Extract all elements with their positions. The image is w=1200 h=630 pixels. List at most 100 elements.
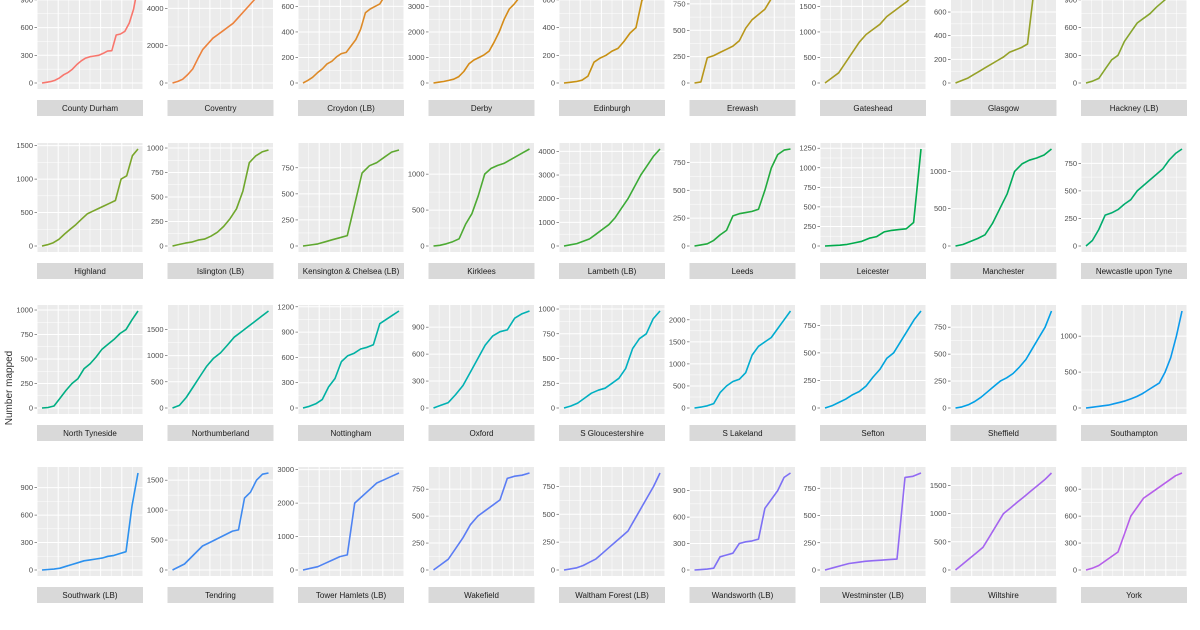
facet-strip-label: Wakefield xyxy=(464,591,499,600)
facet-panel: 0 300 600 900 York xyxy=(1064,467,1188,603)
facet-strip xyxy=(167,587,274,603)
y-tick-label: 600 xyxy=(542,0,555,4)
series-line xyxy=(954,472,1053,571)
facet-strip-label: North Tyneside xyxy=(63,429,117,438)
facet-strip-label: York xyxy=(1126,591,1143,600)
y-tick-label: 0 xyxy=(942,566,946,575)
y-tick-label: 0 xyxy=(159,404,163,413)
facet-strip xyxy=(559,587,665,603)
facet-strip xyxy=(559,100,665,116)
series-line xyxy=(41,310,139,409)
y-tick-label: 300 xyxy=(673,539,686,548)
y-tick-label: 2000 xyxy=(669,315,686,324)
y-tick-label: 750 xyxy=(803,321,816,330)
y-tick-label: 2000 xyxy=(538,194,555,203)
facet-strip-label: Kensington & Chelsea (LB) xyxy=(303,267,400,276)
facet-strip-label: Derby xyxy=(471,104,492,113)
series-line xyxy=(41,148,139,247)
y-tick-label: 400 xyxy=(934,31,947,40)
y-tick-label: 4000 xyxy=(538,147,555,156)
y-tick-label: 0 xyxy=(159,566,163,575)
facet-strip-label: Leeds xyxy=(732,267,754,276)
y-tick-label: 1250 xyxy=(799,144,816,153)
y-tick-label: 250 xyxy=(673,214,686,223)
y-tick-label: 1000 xyxy=(538,305,555,314)
series-line xyxy=(955,148,1053,247)
y-tick-label: 900 xyxy=(1064,485,1077,494)
facet-strip-label: Leicester xyxy=(857,267,890,276)
y-tick-label: 750 xyxy=(542,482,555,491)
y-tick-label: 0 xyxy=(551,242,555,251)
y-tick-label: 500 xyxy=(673,186,686,195)
y-tick-label: 300 xyxy=(20,51,33,60)
facet-strip-label: Sheffield xyxy=(988,429,1019,438)
facet-strip-label: Hackney (LB) xyxy=(1110,104,1159,113)
y-tick-label: 1000 xyxy=(147,144,164,153)
series-line xyxy=(1085,310,1183,409)
series-line xyxy=(433,310,530,409)
facet-strip xyxy=(1081,587,1187,603)
y-tick-label: 900 xyxy=(1064,0,1077,4)
facet-panel: 0 500 1000 1500 Northumberland xyxy=(147,305,274,441)
facet-panel: 0 250 500 750 Erewash xyxy=(673,0,796,116)
facet-strip xyxy=(1081,100,1187,116)
facet-strip xyxy=(689,100,796,116)
facet-strip xyxy=(689,263,796,279)
facet-strip xyxy=(167,100,274,116)
facet-strip-label: Waltham Forest (LB) xyxy=(575,591,649,600)
facet-panel: 0 500 1000 1500 Gateshead xyxy=(799,0,927,116)
facet-strip-label: Southampton xyxy=(1110,429,1158,438)
facet-strip xyxy=(167,425,274,441)
y-tick-label: 500 xyxy=(673,26,686,35)
y-tick-label: 2000 xyxy=(147,41,164,50)
series-line xyxy=(694,310,792,409)
y-tick-label: 500 xyxy=(542,354,555,363)
facet-panel: 0 2000 4000 Coventry xyxy=(147,0,274,116)
y-tick-label: 500 xyxy=(542,510,555,519)
y-tick-label: 500 xyxy=(934,204,947,213)
facet-strip xyxy=(428,263,535,279)
y-tick-label: 250 xyxy=(803,376,816,385)
facet-panel: 0 1000 2000 3000 Tower Hamlets (LB) xyxy=(277,465,405,603)
facet-strip xyxy=(559,425,665,441)
series-line xyxy=(302,0,384,84)
y-tick-label: 600 xyxy=(673,513,686,522)
y-tick-label: 1000 xyxy=(1060,332,1077,341)
y-tick-label: 600 xyxy=(412,350,425,359)
y-tick-label: 0 xyxy=(420,404,424,413)
facet-panel: 0 300 600 900 Oxford xyxy=(412,305,535,441)
facet-strip-label: County Durham xyxy=(62,104,118,113)
facet-strip xyxy=(37,263,143,279)
y-tick-label: 250 xyxy=(542,379,555,388)
y-tick-label: 200 xyxy=(542,51,555,60)
series-line xyxy=(824,310,922,409)
facet-strip xyxy=(1081,263,1187,279)
y-tick-label: 2000 xyxy=(408,27,425,36)
y-tick-label: 1000 xyxy=(147,351,164,360)
y-tick-label: 1000 xyxy=(147,506,164,515)
y-tick-label: 250 xyxy=(1064,214,1077,223)
facet-strip xyxy=(820,100,926,116)
facet-panel: 0 250 500 750 1000 North Tyneside xyxy=(16,305,144,441)
y-tick-label: 0 xyxy=(942,404,946,413)
y-tick-label: 750 xyxy=(151,168,164,177)
y-tick-label: 600 xyxy=(281,353,294,362)
facet-panel: 0 500 1000 Manchester xyxy=(930,143,1057,279)
facet-strip-label: S Gloucestershire xyxy=(580,429,644,438)
facet-panels: 0 300 600 900 County Durham 020004000Coventry… xyxy=(16,0,1188,603)
facet-panel: 0 250 500 750 Wakefield xyxy=(412,467,535,603)
y-tick-label: 250 xyxy=(151,217,164,226)
y-tick-label: 500 xyxy=(803,53,816,62)
facet-strip xyxy=(37,425,143,441)
facet-strip xyxy=(559,263,665,279)
facet-strip-label: Croydon (LB) xyxy=(327,104,375,113)
y-tick-label: 0 xyxy=(1073,79,1077,88)
y-tick-label: 1500 xyxy=(930,481,947,490)
facet-panel: 0 300 600 900 Hackney (LB) xyxy=(1064,0,1188,116)
series-line xyxy=(41,0,137,84)
series-line xyxy=(694,0,772,84)
y-tick-label: 1000 xyxy=(799,27,816,36)
y-tick-label: 750 xyxy=(281,163,294,172)
facet-panel: 0 250 500 750 Kensington & Chelsea (LB) xyxy=(281,143,405,279)
facet-strip xyxy=(167,263,274,279)
